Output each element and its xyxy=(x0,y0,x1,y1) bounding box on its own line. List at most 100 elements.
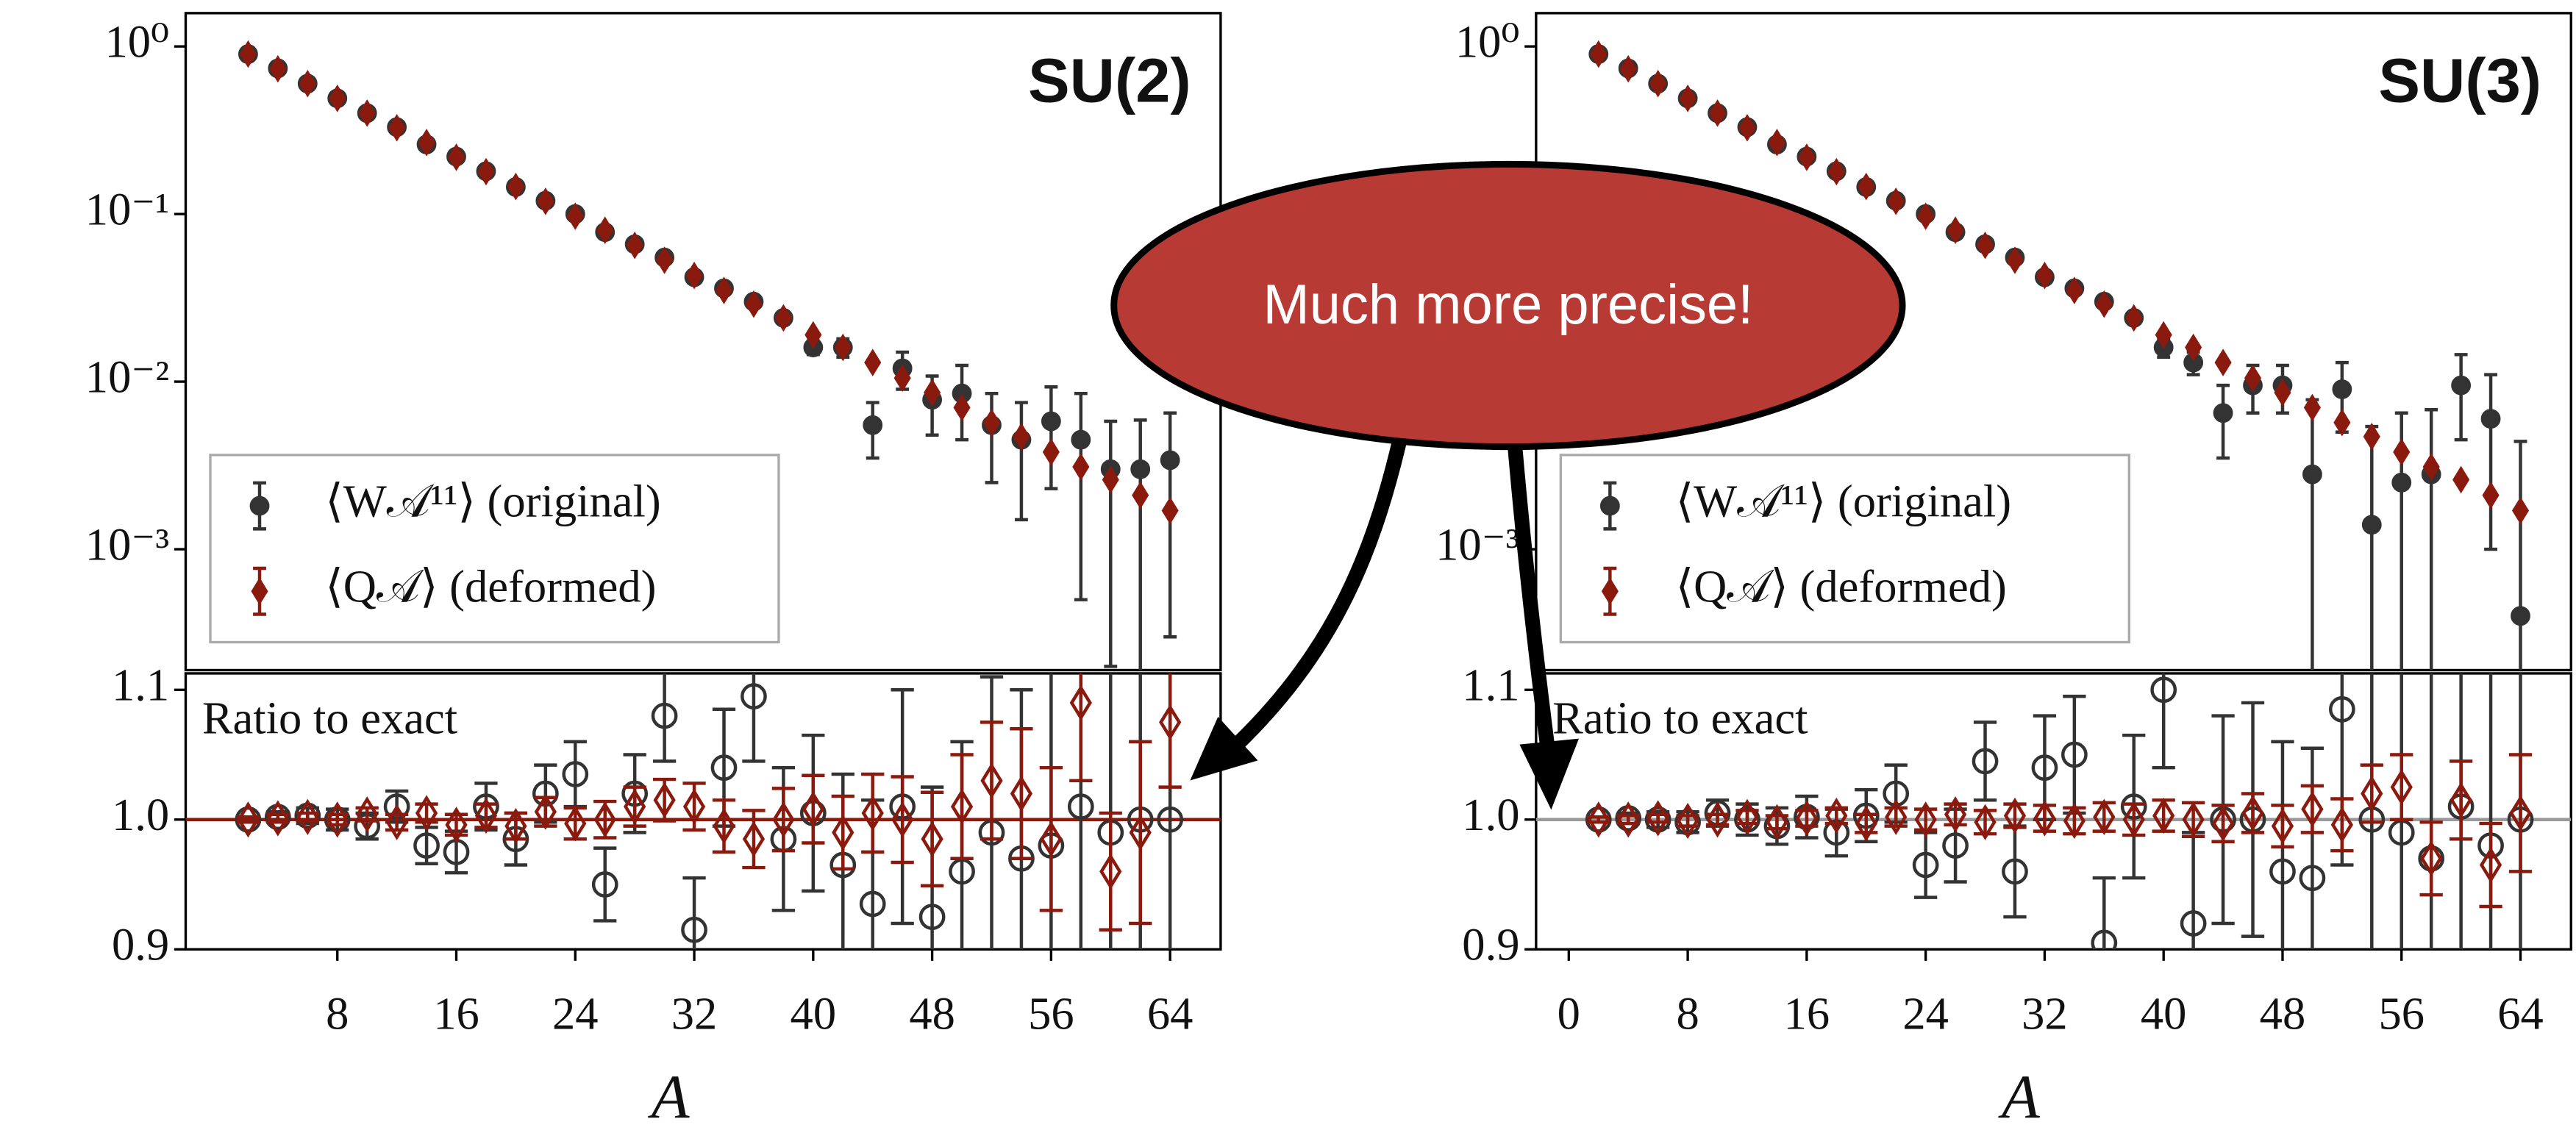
data-point xyxy=(2182,801,2205,838)
x-tick-label: 40 xyxy=(2141,987,2187,1039)
data-point xyxy=(1102,465,1119,494)
chart-title: SU(3) xyxy=(2378,46,2541,115)
data-point xyxy=(1159,704,1182,740)
plot-area xyxy=(185,673,1221,950)
data-point xyxy=(2479,846,2502,884)
data-point xyxy=(1072,453,1090,481)
error-bar xyxy=(891,775,914,865)
data-point xyxy=(2091,929,2118,950)
x-tick-label: 16 xyxy=(433,987,479,1039)
y-tick-label: 1.0 xyxy=(1462,789,1519,840)
data-point xyxy=(804,321,822,349)
x-axis-label: A xyxy=(648,1063,691,1130)
data-point xyxy=(1040,820,1063,857)
data-point xyxy=(2301,791,2324,828)
data-point xyxy=(1947,216,1964,245)
x-tick-label: 16 xyxy=(1784,987,1830,1039)
data-point xyxy=(2155,321,2172,349)
data-point xyxy=(2095,290,2113,318)
data-point xyxy=(653,782,676,818)
data-point xyxy=(329,85,346,112)
error-bar xyxy=(2300,746,2325,950)
data-point xyxy=(1827,157,1845,186)
error-bar xyxy=(2508,753,2533,873)
data-point xyxy=(299,69,316,98)
data-point xyxy=(832,814,854,851)
data-point xyxy=(388,114,406,142)
data-point xyxy=(1646,800,1669,837)
x-tick-label: 56 xyxy=(1028,987,1074,1039)
x-tick-label: 24 xyxy=(1902,987,1949,1039)
data-point xyxy=(2033,800,2056,837)
data-point xyxy=(326,801,349,838)
error-bar xyxy=(1914,831,1938,899)
error-bar xyxy=(2063,694,2086,815)
data-point xyxy=(2125,304,2143,332)
y-tick-label: 10⁻² xyxy=(85,351,169,402)
data-point xyxy=(2509,795,2532,832)
data-point xyxy=(2241,795,2264,832)
error-bar xyxy=(385,812,409,832)
error-bar xyxy=(355,806,379,823)
data-point xyxy=(2093,798,2116,835)
data-point xyxy=(445,807,468,843)
data-point xyxy=(1735,798,1759,835)
data-point xyxy=(863,415,883,435)
legend-label: ⟨Q𝒜⟩ (deformed) xyxy=(1676,561,2007,612)
panel-annotation: Ratio to exact xyxy=(1552,692,1808,743)
error-bar xyxy=(831,794,854,871)
data-point xyxy=(1010,775,1033,812)
plot-area xyxy=(1588,40,2530,671)
error-bar xyxy=(2365,424,2379,671)
data-point xyxy=(2451,375,2472,396)
panel: 0.9 1.0 1.1 0 8 16 24 32 40 48 56 64 A Ratio to exact xyxy=(1462,659,2572,1130)
data-point xyxy=(891,801,914,838)
data-point xyxy=(2061,741,2088,768)
error-bar xyxy=(1973,809,1997,836)
data-point xyxy=(1944,796,1967,833)
data-point xyxy=(1679,85,1696,112)
y-tick-label: 1.0 xyxy=(112,789,169,840)
panel: 0.9 1.0 1.1 8 16 24 32 40 48 56 64 A Ratio to exact xyxy=(112,659,1222,1130)
error-bar xyxy=(474,802,498,829)
data-point xyxy=(237,801,260,838)
legend-box xyxy=(1559,454,2130,644)
data-point xyxy=(2299,865,2326,892)
data-point xyxy=(1972,748,1999,775)
plot-area xyxy=(238,40,1180,671)
data-point xyxy=(918,904,946,931)
data-point xyxy=(1976,231,1994,260)
data-point xyxy=(864,348,882,376)
data-point xyxy=(2303,393,2321,422)
data-point xyxy=(2152,797,2175,834)
x-tick-label: 48 xyxy=(909,987,955,1039)
data-point xyxy=(834,333,852,362)
error-bar xyxy=(1795,809,1819,828)
data-point xyxy=(1129,814,1152,851)
data-point xyxy=(2302,464,2322,484)
error-bar xyxy=(742,809,766,870)
panel: 10⁰ 10⁻³ SU(3) ⟨W𝒜¹¹⟩ (original) ⟨Q𝒜⟩ (defor… xyxy=(1435,12,2572,672)
error-bar xyxy=(1014,401,1028,522)
data-point xyxy=(772,801,795,838)
data-point xyxy=(474,797,498,834)
legend-box xyxy=(209,454,780,644)
data-point xyxy=(596,216,614,245)
x-tick-label: 64 xyxy=(2497,987,2544,1039)
data-point xyxy=(2213,403,2233,423)
panel-annotation: Ratio to exact xyxy=(202,692,458,743)
data-point xyxy=(2330,807,2353,843)
data-point xyxy=(1676,802,1699,840)
data-point xyxy=(418,129,435,157)
data-point xyxy=(682,788,706,825)
data-point xyxy=(715,276,733,304)
data-point xyxy=(2391,472,2412,493)
data-point xyxy=(356,796,379,833)
error-bar xyxy=(2360,763,2383,824)
data-point xyxy=(2180,910,2207,937)
data-point xyxy=(626,231,643,260)
data-point xyxy=(591,871,618,898)
data-point xyxy=(1917,202,1935,230)
error-bar xyxy=(1163,411,1177,639)
data-point xyxy=(924,379,941,407)
